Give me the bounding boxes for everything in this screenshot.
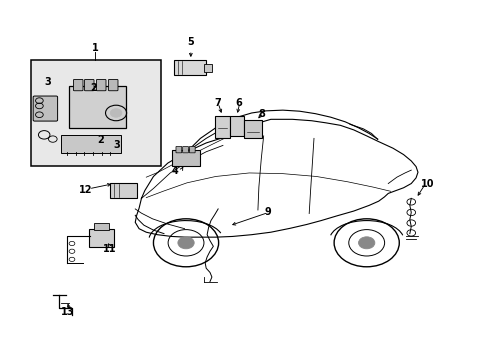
- FancyBboxPatch shape: [203, 64, 212, 72]
- FancyBboxPatch shape: [174, 60, 205, 75]
- FancyBboxPatch shape: [230, 116, 244, 136]
- Text: 2: 2: [90, 83, 97, 93]
- Text: 3: 3: [44, 77, 51, 87]
- Text: 6: 6: [235, 98, 242, 108]
- Text: 12: 12: [79, 185, 92, 195]
- Text: 11: 11: [102, 244, 116, 254]
- Text: 10: 10: [420, 179, 433, 189]
- FancyBboxPatch shape: [73, 80, 83, 91]
- FancyBboxPatch shape: [214, 116, 230, 138]
- Text: 1: 1: [91, 43, 98, 53]
- FancyBboxPatch shape: [61, 135, 121, 153]
- Text: 13: 13: [61, 307, 74, 317]
- Text: 9: 9: [264, 207, 270, 217]
- Bar: [31, 60, 160, 166]
- Circle shape: [178, 237, 194, 249]
- FancyBboxPatch shape: [93, 224, 109, 230]
- FancyBboxPatch shape: [183, 147, 188, 153]
- Circle shape: [110, 109, 122, 117]
- FancyBboxPatch shape: [89, 229, 114, 247]
- FancyBboxPatch shape: [176, 147, 182, 153]
- Text: 7: 7: [214, 98, 221, 108]
- Text: 5: 5: [187, 37, 194, 47]
- FancyBboxPatch shape: [171, 150, 200, 166]
- Text: 8: 8: [258, 109, 264, 119]
- FancyBboxPatch shape: [33, 96, 58, 121]
- Text: 2: 2: [97, 135, 104, 145]
- FancyBboxPatch shape: [110, 183, 137, 198]
- FancyBboxPatch shape: [189, 147, 195, 153]
- Text: 3: 3: [113, 140, 120, 150]
- Text: 4: 4: [171, 166, 178, 176]
- FancyBboxPatch shape: [68, 86, 125, 128]
- Circle shape: [358, 237, 374, 249]
- FancyBboxPatch shape: [243, 120, 262, 138]
- FancyBboxPatch shape: [96, 80, 106, 91]
- FancyBboxPatch shape: [108, 80, 118, 91]
- FancyBboxPatch shape: [84, 80, 94, 91]
